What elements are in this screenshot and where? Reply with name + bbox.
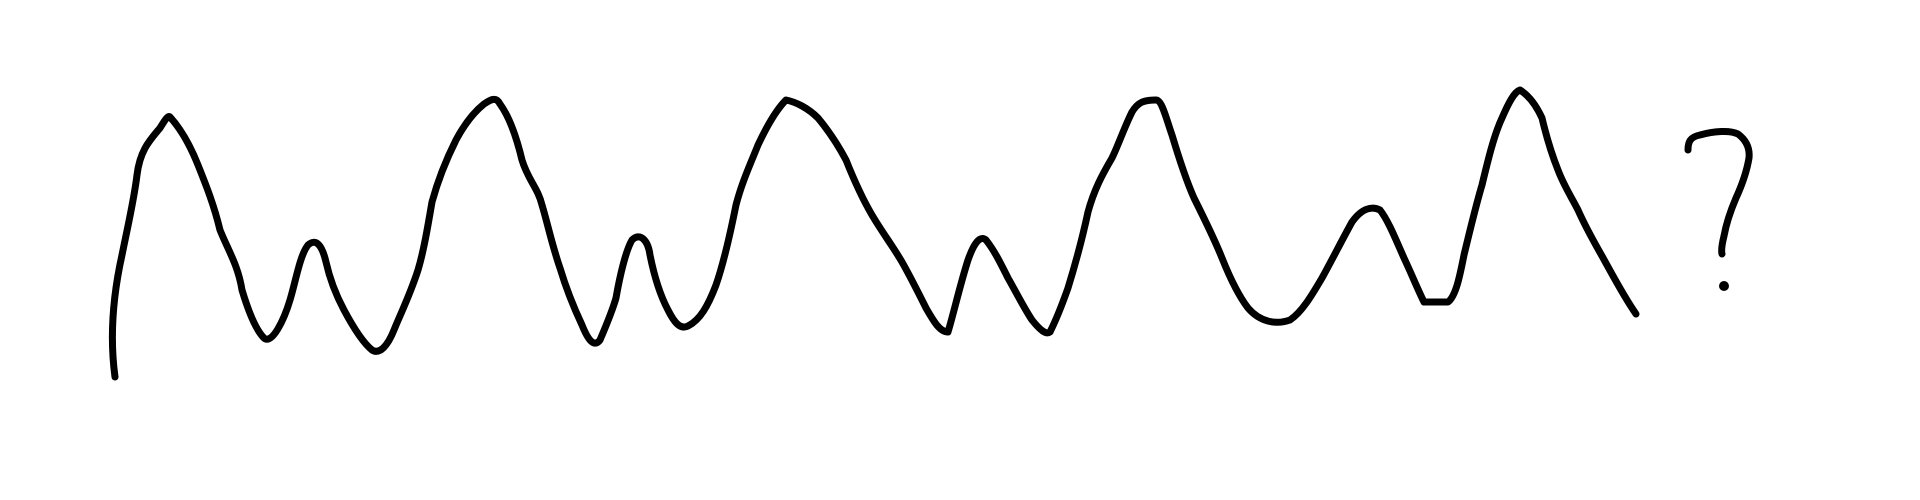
wavy-line	[108, 86, 1640, 381]
question-mark-curve	[1684, 128, 1753, 258]
question-mark-dot	[1719, 281, 1729, 291]
